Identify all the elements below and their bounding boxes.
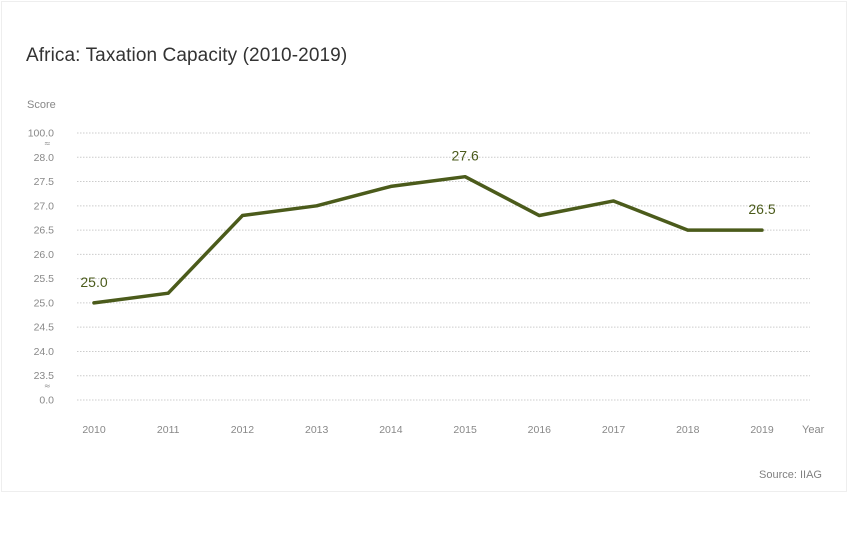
x-tick-label: 2016 <box>528 424 552 436</box>
y-tick-label: 25.5 <box>34 273 55 285</box>
y-tick-label: 100.0 <box>28 128 54 140</box>
data-point <box>612 199 616 203</box>
y-tick-label: 26.5 <box>34 225 55 237</box>
data-point <box>686 228 690 232</box>
x-tick-label: 2011 <box>157 424 180 436</box>
y-tick-label: 23.5 <box>34 370 55 382</box>
x-tick-label: 2019 <box>750 424 774 436</box>
x-tick-label: 2015 <box>453 424 477 436</box>
data-point <box>240 214 244 218</box>
y-tick-label: 27.0 <box>34 200 55 212</box>
y-tick-label: 25.0 <box>34 297 55 309</box>
axis-break-marker: ≈ <box>44 382 51 391</box>
y-tick-label: 0.0 <box>39 395 54 407</box>
x-axis-label: Year <box>802 424 825 436</box>
data-point <box>315 204 319 208</box>
chart-title: Africa: Taxation Capacity (2010-2019) <box>26 45 348 66</box>
data-point <box>389 184 393 188</box>
x-tick-label: 2014 <box>379 424 403 436</box>
x-tick-label: 2012 <box>231 424 255 436</box>
data-label: 27.6 <box>451 148 478 164</box>
x-tick-label: 2018 <box>676 424 700 436</box>
data-label: 25.0 <box>80 274 107 290</box>
x-tick-label: 2013 <box>305 424 329 436</box>
x-tick-label: 2017 <box>602 424 626 436</box>
data-label: 26.5 <box>748 201 775 217</box>
y-tick-label: 24.5 <box>34 322 55 334</box>
axis-break-marker: ≈ <box>44 139 51 148</box>
y-axis-label: Score <box>27 99 56 111</box>
series-line <box>92 174 764 305</box>
data-point <box>537 214 541 218</box>
data-point <box>92 301 96 305</box>
y-tick-label: 24.0 <box>34 346 55 358</box>
source-note: Source: IIAG <box>759 469 822 481</box>
data-point <box>166 291 170 295</box>
y-tick-label: 27.5 <box>34 176 55 188</box>
y-tick-label: 28.0 <box>34 152 55 164</box>
chart-card: Africa: Taxation Capacity (2010-2019) 10… <box>1 1 847 492</box>
data-point <box>760 228 764 232</box>
y-tick-label: 26.0 <box>34 249 55 261</box>
data-point <box>463 175 467 179</box>
x-tick-label: 2010 <box>82 424 106 436</box>
